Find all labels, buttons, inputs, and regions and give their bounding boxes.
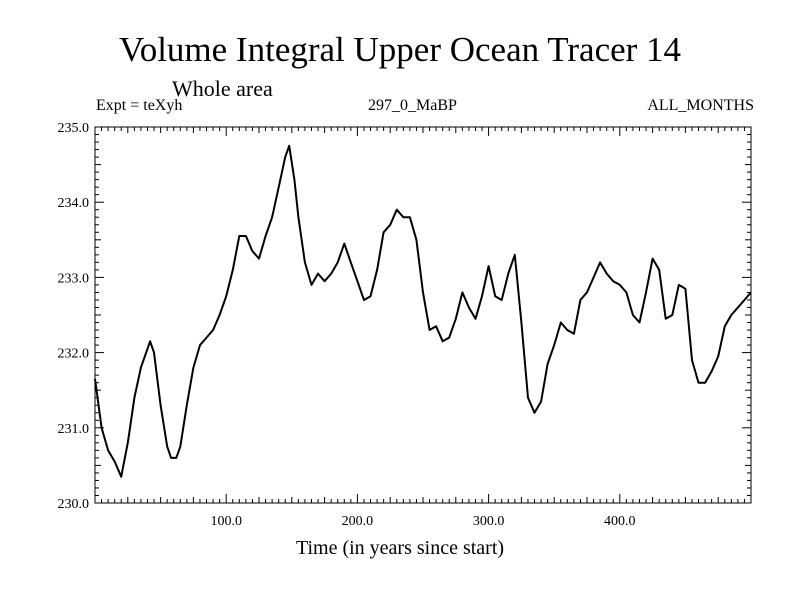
- x-tick-label: 200.0: [342, 514, 374, 529]
- axis-ticks: [95, 127, 751, 503]
- series-line: [94, 144, 752, 478]
- y-tick-label: 235.0: [58, 121, 90, 136]
- experiment-label: Expt = teXyh: [96, 97, 183, 114]
- y-tick-label: 230.0: [58, 497, 90, 512]
- x-axis-label: Time (in years since start): [295, 537, 505, 559]
- x-tick-label: 400.0: [604, 514, 636, 529]
- x-tick-label: 100.0: [210, 514, 242, 529]
- y-tick-label: 231.0: [58, 422, 90, 437]
- months-label: ALL_MONTHS: [647, 97, 754, 114]
- plot-frame: [94, 126, 752, 504]
- y-tick-label: 233.0: [58, 271, 90, 286]
- chart-subtitle: Whole area: [172, 76, 273, 101]
- chart-title: Volume Integral Upper Ocean Tracer 14: [118, 30, 682, 69]
- axis-tick-labels: 100.0 200.0 300.0 400.0 230.0 231.0 232.0 233.0…: [58, 121, 636, 529]
- y-tick-label: 234.0: [58, 196, 90, 211]
- run-label: 297_0_MaBP: [368, 97, 457, 114]
- x-tick-label: 300.0: [473, 514, 505, 529]
- y-tick-label: 232.0: [58, 347, 90, 362]
